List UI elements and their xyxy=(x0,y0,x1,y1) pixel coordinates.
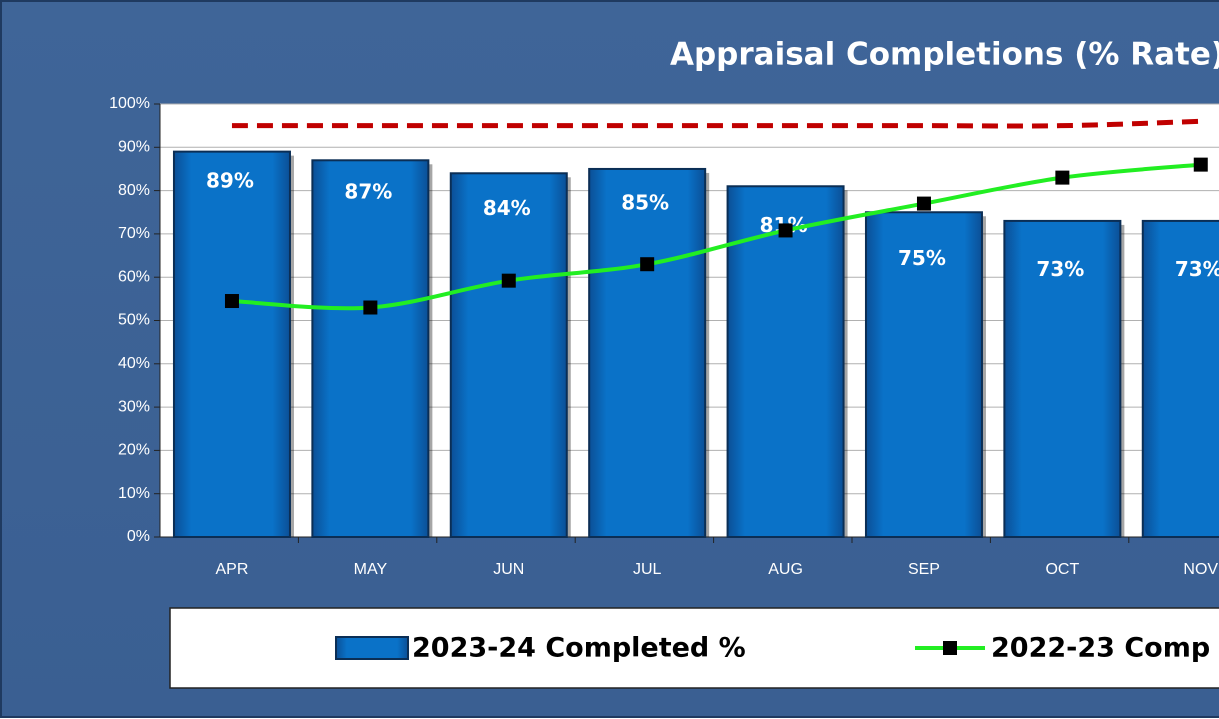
value-label: 73% xyxy=(1175,257,1219,281)
value-label: 89% xyxy=(206,169,254,193)
x-tick-label: JUN xyxy=(493,561,524,578)
x-tick-label: MAY xyxy=(354,561,388,578)
y-tick-label: 20% xyxy=(118,442,150,459)
bar xyxy=(864,211,983,538)
y-tick-label: 0% xyxy=(127,528,150,545)
x-tick-label: SEP xyxy=(908,561,940,578)
y-tick-label: 100% xyxy=(109,95,150,112)
y-tick-label: 80% xyxy=(118,182,150,199)
bar xyxy=(172,150,291,538)
legend-label: 2022-23 Comp xyxy=(991,633,1210,664)
legend-marker xyxy=(943,641,957,655)
chart-body: Appraisal Completions (% Rate) 0% 10% 20% 30… xyxy=(109,37,1219,664)
bar xyxy=(588,167,707,538)
y-tick-label: 70% xyxy=(118,225,150,242)
bar xyxy=(726,185,845,539)
bar xyxy=(449,172,568,538)
y-tick-label: 30% xyxy=(118,398,150,415)
marker xyxy=(501,273,516,288)
y-tick-label: 10% xyxy=(118,485,150,502)
bar xyxy=(311,159,430,538)
legend-label: 2023-24 Completed % xyxy=(412,633,746,664)
bar xyxy=(1003,219,1122,538)
value-label: 85% xyxy=(621,191,669,215)
value-label: 73% xyxy=(1036,257,1084,281)
marker xyxy=(224,294,239,309)
legend-swatch xyxy=(335,636,409,660)
legend-box xyxy=(169,607,1219,689)
value-label: 84% xyxy=(483,196,531,220)
marker xyxy=(1193,157,1208,172)
x-tick-label: NOV xyxy=(1183,561,1218,578)
chart-title: Appraisal Completions (% Rate) xyxy=(670,37,1219,73)
x-tick-label: JUL xyxy=(633,561,662,578)
marker xyxy=(640,257,655,272)
marker xyxy=(916,196,931,211)
x-tick-label: APR xyxy=(216,561,249,578)
marker xyxy=(1055,170,1070,185)
y-tick-label: 60% xyxy=(118,268,150,285)
line xyxy=(231,162,1201,311)
bar xyxy=(1141,219,1219,538)
marker xyxy=(363,300,378,315)
y-tick-label: 90% xyxy=(118,139,150,156)
x-tick-label: OCT xyxy=(1045,561,1079,578)
x-tick-label: AUG xyxy=(768,561,803,578)
target-line xyxy=(231,118,1201,129)
value-label: 75% xyxy=(898,246,946,270)
y-tick-label: 50% xyxy=(118,312,150,329)
marker xyxy=(778,223,793,238)
y-tick-label: 40% xyxy=(118,355,150,372)
value-label: 87% xyxy=(344,180,392,204)
